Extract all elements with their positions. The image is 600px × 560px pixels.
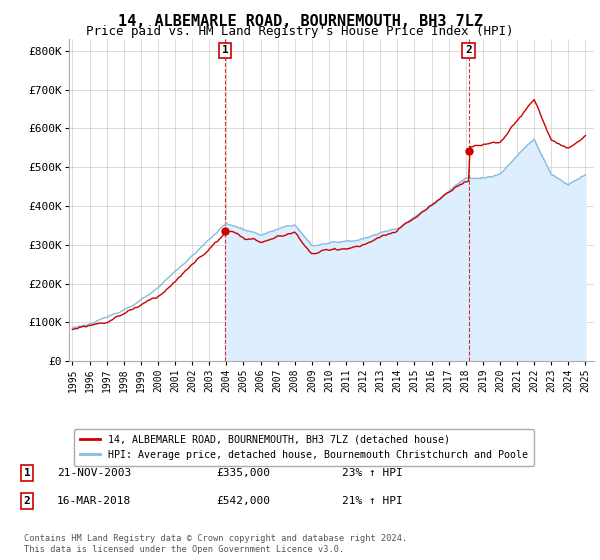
Text: £335,000: £335,000 [216, 468, 270, 478]
Text: 21% ↑ HPI: 21% ↑ HPI [342, 496, 403, 506]
Text: 1: 1 [23, 468, 31, 478]
Text: 21-NOV-2003: 21-NOV-2003 [57, 468, 131, 478]
Legend: 14, ALBEMARLE ROAD, BOURNEMOUTH, BH3 7LZ (detached house), HPI: Average price, d: 14, ALBEMARLE ROAD, BOURNEMOUTH, BH3 7LZ… [74, 429, 534, 466]
Text: Contains HM Land Registry data © Crown copyright and database right 2024.: Contains HM Land Registry data © Crown c… [24, 534, 407, 543]
Text: This data is licensed under the Open Government Licence v3.0.: This data is licensed under the Open Gov… [24, 545, 344, 554]
Text: £542,000: £542,000 [216, 496, 270, 506]
Text: 14, ALBEMARLE ROAD, BOURNEMOUTH, BH3 7LZ: 14, ALBEMARLE ROAD, BOURNEMOUTH, BH3 7LZ [118, 14, 482, 29]
Text: Price paid vs. HM Land Registry's House Price Index (HPI): Price paid vs. HM Land Registry's House … [86, 25, 514, 38]
Text: 23% ↑ HPI: 23% ↑ HPI [342, 468, 403, 478]
Text: 2: 2 [465, 45, 472, 55]
Text: 2: 2 [23, 496, 31, 506]
Text: 1: 1 [221, 45, 228, 55]
Text: 16-MAR-2018: 16-MAR-2018 [57, 496, 131, 506]
